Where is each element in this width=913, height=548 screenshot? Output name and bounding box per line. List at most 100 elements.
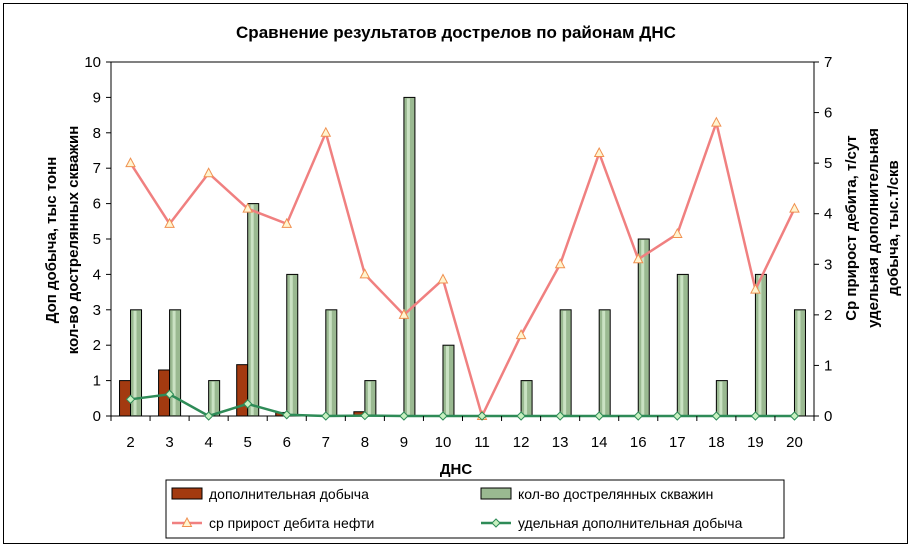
point-specific-production (633, 411, 643, 421)
point-avg-rate-increase (711, 116, 722, 127)
bar-well-count-highlight (328, 310, 332, 415)
point-avg-rate-increase (593, 146, 605, 158)
bar-well-count-highlight (641, 240, 645, 415)
point-avg-rate-increase (789, 202, 800, 213)
x-tick-label: 3 (165, 434, 173, 451)
point-specific-production (242, 399, 253, 409)
bar-well-count-highlight (524, 381, 528, 415)
legend-box (165, 479, 785, 539)
x-tick-label: 7 (322, 434, 330, 451)
right-tick-label: 5 (824, 155, 832, 172)
legend-marker (491, 518, 501, 528)
point-specific-production (555, 411, 565, 421)
point-avg-rate-increase (320, 126, 332, 137)
bar-well-count-highlight (797, 310, 801, 415)
x-tick-label: 13 (552, 434, 569, 451)
left-tick-label: 5 (93, 231, 101, 248)
point-specific-production (399, 411, 409, 421)
point-avg-rate-increase (554, 258, 566, 269)
point-specific-production (360, 410, 370, 421)
x-tick-label: 8 (361, 434, 369, 451)
point-avg-rate-increase (242, 202, 254, 213)
point-avg-rate-increase (515, 329, 527, 340)
x-tick-label: 4 (204, 434, 212, 451)
bar-well-count-highlight (602, 310, 606, 415)
x-tick-label: 6 (283, 434, 291, 451)
x-tick-label: 10 (435, 434, 452, 451)
right-tick-label: 2 (824, 307, 832, 324)
bar-well-count-highlight (367, 381, 371, 415)
right-axis-label-line: Ср прирост дебита, т/сут (843, 135, 860, 321)
x-tick-label: 20 (786, 434, 803, 451)
legend-label: дополнительная добыча (209, 486, 369, 502)
bar-well-count-highlight (250, 204, 254, 415)
plot-area (110, 61, 815, 421)
x-tick-label: 5 (244, 434, 252, 451)
legend-swatch (171, 487, 203, 500)
right-tick-label: 6 (824, 105, 832, 122)
legend-label: ср прирост дебита нефти (209, 515, 374, 531)
bar-well-count-highlight (133, 310, 137, 415)
point-avg-rate-increase (281, 217, 293, 228)
point-specific-production (750, 411, 761, 421)
left-axis-label-line: Доп добыча, тыс тонн (43, 157, 60, 324)
chart-title: Сравнение результатов дострелов по район… (236, 23, 676, 42)
point-specific-production (672, 411, 683, 421)
left-tick-label: 1 (93, 373, 101, 390)
left-axis-label-line: кол-во дострелянных скважин (65, 126, 82, 355)
right-axis-label-line: удельная дополнительная (865, 128, 882, 328)
point-avg-rate-increase (398, 308, 410, 319)
left-tick-label: 7 (93, 160, 101, 177)
line-avg-rate-increase (129, 118, 796, 420)
point-specific-production (164, 389, 175, 399)
left-tick-label: 0 (93, 408, 101, 425)
legend-label: удельная дополнительная добыча (518, 515, 743, 531)
x-tick-label: 18 (708, 434, 725, 451)
left-tick-label: 9 (93, 89, 101, 106)
point-avg-rate-increase (671, 227, 683, 238)
point-avg-rate-increase (125, 157, 136, 168)
legend-swatch (480, 487, 512, 500)
left-tick-label: 2 (93, 337, 101, 354)
point-specific-production (125, 394, 136, 405)
chart-frame: Сравнение результатов дострелов по район… (3, 3, 908, 544)
left-axis-label: Доп добыча, тыс тонн кол-во дострелянных … (43, 126, 82, 355)
point-avg-rate-increase (164, 217, 175, 228)
right-tick-label: 1 (824, 357, 832, 374)
point-specific-production (321, 411, 331, 421)
chart: Сравнение результатов дострелов по район… (43, 23, 902, 539)
right-axis-label: Ср прирост дебита, т/сут удельная дополни… (843, 128, 902, 328)
left-tick-label: 3 (93, 302, 101, 319)
bar-extra-production (236, 364, 249, 417)
point-specific-production (477, 411, 487, 421)
legend-label: кол-во дострелянных скважин (518, 486, 713, 502)
plot-border (110, 61, 815, 417)
point-specific-production (203, 411, 214, 421)
bar-well-count-highlight (563, 310, 567, 415)
left-tick-label: 8 (93, 125, 101, 142)
point-specific-production (438, 411, 448, 421)
left-tick-label: 4 (93, 266, 101, 283)
point-avg-rate-increase (632, 253, 644, 264)
point-avg-rate-increase (750, 283, 761, 294)
left-tick-label: 6 (93, 196, 101, 213)
right-tick-label: 4 (824, 206, 832, 223)
left-axis: 0 1 2 3 4 5 6 7 8 9 10 (84, 54, 111, 425)
point-specific-production (516, 411, 526, 421)
x-axis-label: ДНС (440, 461, 473, 478)
left-tick-label: 10 (84, 54, 101, 71)
bar-well-count-highlight (719, 381, 723, 415)
bar-well-count-highlight (406, 98, 410, 416)
point-specific-production (711, 411, 722, 421)
right-tick-label: 7 (824, 54, 832, 71)
point-avg-rate-increase (359, 268, 371, 279)
point-avg-rate-increase (203, 167, 214, 178)
right-tick-label: 3 (824, 256, 832, 273)
right-axis: 0 1 2 3 4 5 6 7 (814, 54, 832, 425)
x-tick-label: 19 (747, 434, 764, 451)
point-specific-production (594, 411, 604, 421)
legend: дополнительная добыча кол-во дострелянных… (165, 479, 785, 539)
right-tick-label: 0 (824, 408, 832, 425)
bar-well-count-highlight (680, 275, 684, 415)
x-tick-label: 9 (400, 434, 408, 451)
